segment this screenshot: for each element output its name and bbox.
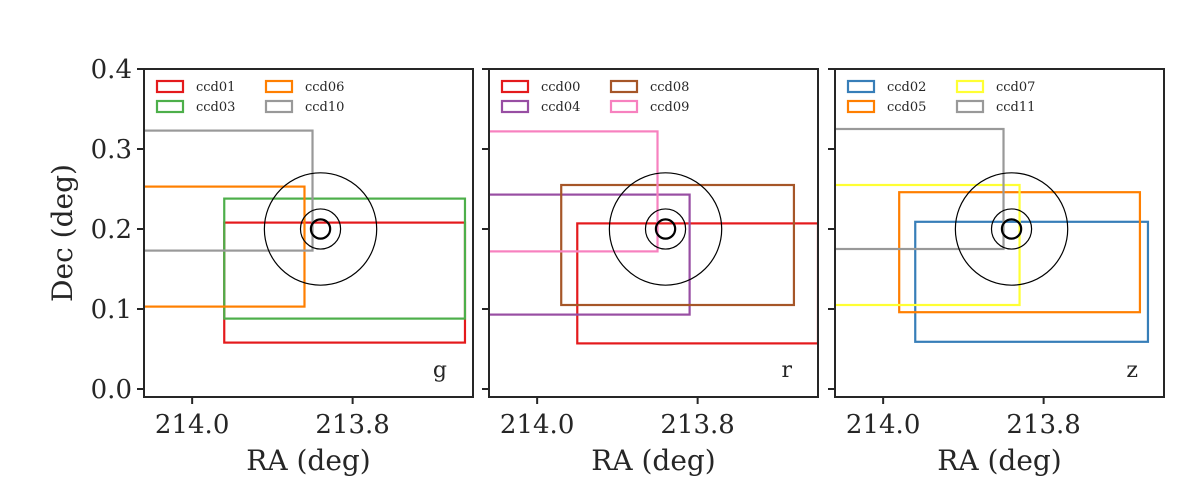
ccd-footprint-ccd08: [560, 183, 796, 307]
x-tick-label: 213.8: [1006, 410, 1080, 440]
legend-label-ccd06: ccd06: [305, 80, 344, 95]
ccd-footprint-ccd09: [489, 130, 659, 253]
legend-swatch-ccd07: [955, 79, 985, 94]
ccd-footprint-ccd10: [144, 129, 314, 252]
band-label: z: [1126, 358, 1138, 383]
target-circle: [654, 218, 677, 240]
legend-swatch-ccd11: [955, 99, 985, 114]
y-tick-label: 0.0: [91, 375, 132, 405]
ccd-footprint-ccd00: [576, 222, 818, 345]
x-tick-label: 213.8: [660, 410, 734, 440]
ccd-footprint-ccd07: [835, 183, 1021, 307]
y-tick-label: 0.4: [91, 55, 132, 85]
panel-frame: [834, 68, 1165, 398]
y-tick-label: 0.2: [91, 215, 132, 245]
ccd-footprint-ccd03: [223, 197, 467, 320]
legend: ccd02 ccd05 ccd07 ccd11: [846, 79, 1035, 115]
legend-label-ccd01: ccd01: [196, 80, 235, 95]
target-circle: [954, 172, 1069, 286]
x-axis-label: RA (deg): [591, 444, 715, 477]
legend-label-ccd03: ccd03: [196, 100, 235, 115]
legend-swatch-ccd09: [609, 99, 639, 114]
legend-label-ccd00: ccd00: [541, 80, 580, 95]
legend-label-ccd07: ccd07: [996, 80, 1035, 95]
panel-frame: [488, 68, 819, 398]
legend-label-ccd04: ccd04: [541, 100, 580, 115]
target-circle: [644, 208, 687, 250]
legend-swatch-ccd06: [264, 79, 294, 94]
panels: 214.0 213.80.00.10.20.30.4RA (deg)gccd01c…: [91, 55, 1165, 477]
legend-swatch-ccd08: [609, 79, 639, 94]
legend-swatch-ccd05: [846, 99, 876, 114]
y-tick-label: 0.1: [91, 295, 132, 325]
panel-z: 214.0 213.8 RA (deg) z ccd02 ccd05 ccd07 ccd11: [828, 68, 1165, 477]
y-tick-label: 0.3: [91, 135, 132, 165]
ccd-footprint-ccd01: [223, 221, 467, 344]
x-tick-label: 214.0: [500, 410, 574, 440]
band-label: r: [781, 358, 792, 383]
legend-swatch-ccd02: [846, 79, 876, 94]
ccd-footprint-ccd02: [914, 220, 1150, 343]
legend-label-ccd02: ccd02: [887, 80, 926, 95]
legend-label-ccd11: ccd11: [996, 100, 1035, 115]
target-circle: [1000, 218, 1023, 240]
legend-label-ccd05: ccd05: [887, 100, 926, 115]
ccd-footprint-ccd04: [489, 193, 691, 316]
target-circle: [299, 208, 342, 250]
x-axis-label: RA (deg): [246, 444, 370, 477]
target-circle: [263, 172, 378, 286]
panel-data: [144, 129, 467, 344]
legend-swatch-ccd10: [264, 99, 294, 114]
panel-frame: [143, 68, 474, 398]
legend-label-ccd10: ccd10: [305, 100, 344, 115]
legend-label-ccd08: ccd08: [650, 80, 689, 95]
target-circle: [309, 218, 332, 240]
y-axis-label: Dec (deg): [46, 164, 79, 302]
legend-swatch-ccd03: [155, 99, 185, 114]
band-label: g: [433, 358, 447, 383]
legend-swatch-ccd01: [155, 79, 185, 94]
legend: ccd01 ccd03 ccd06 ccd10: [155, 79, 344, 115]
panel-data: [489, 130, 818, 345]
x-tick-label: 214.0: [846, 410, 920, 440]
legend-swatch-ccd04: [500, 99, 530, 114]
legend-label-ccd09: ccd09: [650, 100, 689, 115]
ccd-footprint-ccd11: [835, 127, 1005, 251]
legend: ccd00 ccd04 ccd08 ccd09: [500, 79, 689, 115]
target-circle: [608, 172, 723, 286]
panel-g: 214.0 213.80.00.10.20.30.4RA (deg)gccd01c…: [91, 55, 474, 477]
x-axis-label: RA (deg): [937, 444, 1061, 477]
panel-data: [835, 127, 1150, 343]
legend-swatch-ccd00: [500, 79, 530, 94]
x-tick-label: 214.0: [155, 410, 229, 440]
target-circle: [990, 208, 1033, 250]
ccd-footprint-ccd06: [144, 185, 306, 308]
panel-r: 214.0 213.8 RA (deg) r ccd00 ccd04 ccd08 ccd09: [482, 68, 819, 477]
x-tick-label: 213.8: [315, 410, 389, 440]
